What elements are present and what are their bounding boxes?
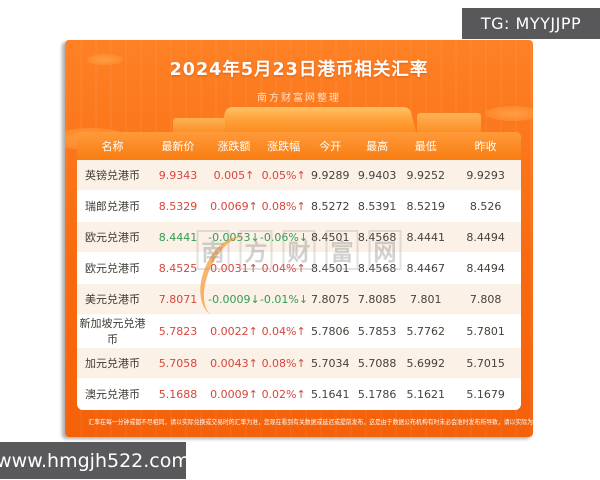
cell-change-amount: 0.005↑ (213, 168, 255, 182)
table-row: 欧元兑港币 8.4441 -0.0053↓ -0.06%↓ 8.4501 8.4568 8.… (77, 222, 521, 253)
cell-high-price: 9.9403 (357, 168, 397, 182)
cell-name: 美元兑港币 (85, 293, 141, 306)
cell-open-price: 8.5272 (311, 199, 350, 213)
cell-open-price: 8.4501 (311, 261, 350, 275)
cell-last-price: 9.9343 (158, 168, 198, 182)
decor-podium-block (173, 118, 225, 134)
cell-prev-close: 8.526 (469, 199, 502, 213)
column-header: 名称 (101, 140, 124, 153)
cell-open-price: 5.7034 (311, 356, 350, 370)
column-header: 昨收 (474, 140, 497, 153)
telegram-contact-badge: TG: MYYJJPP (462, 8, 600, 39)
cell-low-price: 5.1621 (406, 387, 445, 401)
decor-podium-block (417, 113, 481, 134)
cell-low-price: 8.4441 (406, 230, 445, 244)
cell-change-percent: 0.08%↑ (261, 199, 306, 213)
cell-change-amount: -0.0053↓ (208, 230, 260, 244)
cell-prev-close: 9.9293 (466, 168, 505, 182)
table-row: 美元兑港币 7.8071 -0.0009↓ -0.01%↓ 7.8075 7.8085 7.… (77, 284, 521, 315)
column-header: 涨跌额 (217, 140, 251, 153)
cell-low-price: 8.4467 (406, 261, 445, 275)
cell-low-price: 8.5219 (406, 199, 445, 213)
table-row: 新加坡元兑港币 5.7823 0.0022↑ 0.04%↑ 5.7806 5.7853 5.… (77, 315, 521, 348)
cell-prev-close: 8.4494 (466, 261, 505, 275)
page-subtitle: 南方财富网整理 (257, 93, 341, 104)
cell-change-amount: -0.0009↓ (208, 292, 260, 306)
decor-podium (219, 107, 417, 134)
cell-last-price: 8.4441 (158, 230, 198, 244)
cell-change-percent: 0.04%↑ (261, 324, 306, 338)
telegram-contact-label: TG: MYYJJPP (480, 14, 582, 33)
website-url-label: www.hmgjh522.com (0, 449, 190, 472)
cell-high-price: 8.4568 (357, 261, 397, 275)
cell-high-price: 7.8085 (357, 292, 397, 306)
cell-name: 瑞郎兑港币 (85, 200, 141, 213)
cell-last-price: 5.7823 (158, 324, 198, 338)
cell-last-price: 5.7058 (158, 356, 198, 370)
decor-cloud-icon (485, 106, 533, 121)
cell-open-price: 5.7806 (311, 324, 350, 338)
cell-low-price: 5.6992 (406, 356, 445, 370)
cell-prev-close: 7.808 (469, 292, 502, 306)
cell-name: 加元兑港币 (85, 357, 141, 370)
cell-name: 英镑兑港币 (85, 169, 141, 182)
cell-change-percent: 0.02%↑ (261, 387, 306, 401)
column-header: 最高 (366, 140, 389, 153)
table-row: 澳元兑港币 5.1688 0.0009↑ 0.02%↑ 5.1641 5.1786 5.16… (77, 379, 521, 410)
cell-change-percent: -0.06%↓ (259, 230, 309, 244)
cell-change-percent: 0.05%↑ (261, 168, 306, 182)
cell-change-percent: -0.01%↓ (259, 292, 309, 306)
column-header: 最低 (414, 140, 437, 153)
cell-low-price: 5.7762 (406, 324, 445, 338)
page-title: 2024年5月23日港币相关汇率 (169, 60, 429, 80)
cell-low-price: 9.9252 (406, 168, 445, 182)
cell-last-price: 8.5329 (158, 199, 198, 213)
cell-prev-close: 5.7015 (466, 356, 505, 370)
table-header-row: 名称 最新价 涨跌额 涨跌幅 今开 最高 最低 昨收 (77, 132, 521, 160)
column-header: 最新价 (161, 140, 195, 153)
cell-last-price: 8.4525 (158, 261, 198, 275)
cell-change-amount: 0.0043↑ (210, 356, 258, 370)
table-row: 加元兑港币 5.7058 0.0043↑ 0.08%↑ 5.7034 5.7088 5.69… (77, 348, 521, 379)
table-body: 英镑兑港币 9.9343 0.005↑ 0.05%↑ 9.9289 9.9403 9.925… (77, 160, 521, 410)
cell-low-price: 7.801 (409, 292, 442, 306)
cell-change-amount: 0.0009↑ (210, 387, 258, 401)
cell-open-price: 5.1641 (311, 387, 350, 401)
cell-name: 欧元兑港币 (85, 262, 141, 275)
column-header: 涨跌幅 (267, 140, 301, 153)
cell-last-price: 7.8071 (158, 292, 198, 306)
table-row: 欧元兑港币 8.4525 0.0031↑ 0.04%↑ 8.4501 8.4568 8.44… (77, 253, 521, 284)
cell-name: 欧元兑港币 (85, 231, 141, 244)
column-header: 今开 (319, 140, 342, 153)
cell-open-price: 8.4501 (311, 230, 350, 244)
disclaimer-text: 汇率在每一分钟或都不尽相同，请以实际兑换或交易时的汇率为准，您现在看到有关数据或… (88, 418, 533, 426)
cell-prev-close: 5.1679 (466, 387, 505, 401)
decor-cloud-icon (87, 54, 123, 65)
cell-high-price: 8.4568 (357, 230, 397, 244)
table-row: 英镑兑港币 9.9343 0.005↑ 0.05%↑ 9.9289 9.9403 9.925… (77, 160, 521, 191)
cell-change-amount: 0.0022↑ (210, 324, 258, 338)
cell-open-price: 7.8075 (311, 292, 350, 306)
cell-change-amount: 0.0031↑ (210, 261, 258, 275)
cell-high-price: 5.7088 (357, 356, 397, 370)
website-url-badge: www.hmgjh522.com (0, 442, 190, 479)
cell-prev-close: 8.4494 (466, 230, 505, 244)
cell-high-price: 8.5391 (357, 199, 397, 213)
cell-name: 新加坡元兑港币 (79, 317, 146, 346)
table-row: 瑞郎兑港币 8.5329 0.0069↑ 0.08%↑ 8.5272 8.5391 8.52… (77, 191, 521, 222)
cell-name: 澳元兑港币 (85, 388, 141, 401)
cell-prev-close: 5.7801 (466, 324, 505, 338)
cell-high-price: 5.1786 (357, 387, 397, 401)
exchange-rate-poster: 2024年5月23日港币相关汇率 南方财富网整理 南方财富网 名称 最新价 涨跌额涨… (65, 40, 533, 437)
cell-change-percent: 0.04%↑ (261, 261, 306, 275)
cell-change-amount: 0.0069↑ (210, 199, 258, 213)
cell-open-price: 9.9289 (311, 168, 350, 182)
cell-last-price: 5.1688 (158, 387, 198, 401)
rates-table-card: 名称 最新价 涨跌额 涨跌幅 今开 最高 最低 昨收 英镑兑港币 9.9343 0.005↑ 0.0… (77, 132, 521, 410)
cell-change-percent: 0.08%↑ (261, 356, 306, 370)
cell-high-price: 5.7853 (357, 324, 397, 338)
